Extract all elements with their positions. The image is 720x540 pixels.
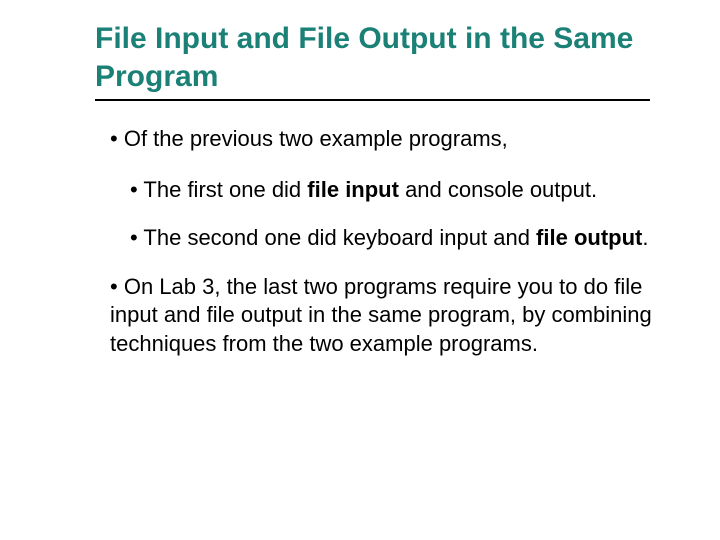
bullet-marker: • (130, 177, 143, 202)
bullet-text-bold: file output (536, 225, 642, 250)
bullet-text-part: The second one did keyboard input and (143, 225, 536, 250)
bullet-level2: • The first one did file input and conso… (130, 176, 660, 205)
bullet-text: Of the previous two example programs, (124, 126, 508, 151)
bullet-marker: • (110, 126, 124, 151)
bullet-text: On Lab 3, the last two programs require … (110, 274, 652, 356)
bullet-level1: • Of the previous two example programs, (110, 125, 660, 154)
bullet-text-part: and console output. (399, 177, 597, 202)
bullet-level2: • The second one did keyboard input and … (130, 224, 660, 253)
slide-title: File Input and File Output in the Same P… (95, 20, 650, 101)
bullet-level1: • On Lab 3, the last two programs requir… (110, 273, 660, 359)
bullet-text-part: . (642, 225, 648, 250)
bullet-text-bold: file input (307, 177, 399, 202)
bullet-marker: • (110, 274, 124, 299)
bullet-marker: • (130, 225, 143, 250)
bullet-text-part: The first one did (143, 177, 307, 202)
